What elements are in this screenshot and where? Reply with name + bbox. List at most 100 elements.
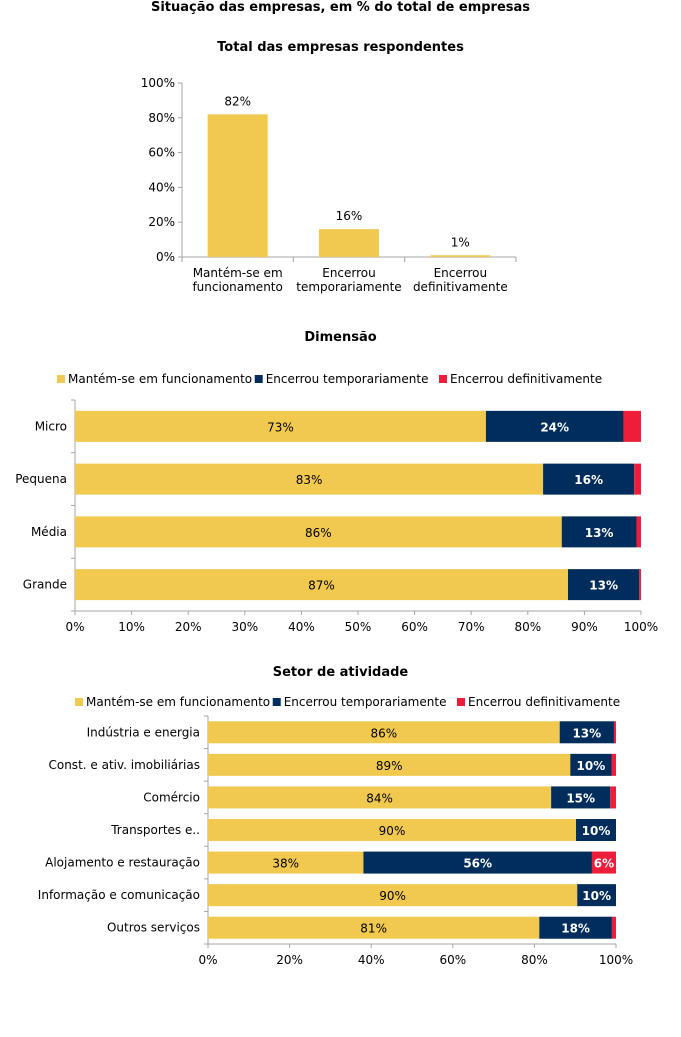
bar-data-label: 6%	[594, 857, 614, 871]
x-category-label: temporariamente	[296, 280, 401, 294]
category-label: Outros serviços	[107, 921, 200, 935]
x-category-label: Encerrou	[434, 266, 488, 280]
bar-segment	[611, 753, 616, 776]
chart-2-title: Dimensão	[304, 330, 377, 345]
x-tick-label: 50%	[345, 620, 372, 634]
x-tick-label: 0%	[198, 953, 217, 967]
bar-segment	[75, 516, 562, 548]
y-tick-label: 20%	[148, 215, 175, 229]
bar-data-label: 1%	[451, 235, 470, 249]
bar-data-label: 86%	[371, 726, 398, 740]
chart-1-title: Total das empresas respondentes	[217, 40, 464, 55]
legend-label: Encerrou definitivamente	[468, 695, 620, 709]
bar-segment	[208, 884, 578, 907]
bar-segment	[613, 721, 616, 744]
bar-segment	[208, 721, 560, 744]
legend-label: Encerrou temporariamente	[266, 372, 429, 386]
x-tick-label: 20%	[276, 953, 303, 967]
x-tick-label: 20%	[175, 620, 202, 634]
bar-data-label: 90%	[379, 824, 406, 838]
bar-data-label: 81%	[360, 922, 387, 936]
legend-swatch	[457, 698, 465, 706]
x-tick-label: 70%	[458, 620, 485, 634]
bar-data-label: 84%	[366, 791, 393, 805]
y-tick-label: 0%	[156, 250, 175, 264]
bar-segment	[561, 516, 637, 548]
x-tick-label: 0%	[65, 620, 84, 634]
bar-segment	[577, 884, 616, 907]
bar-segment	[208, 819, 577, 841]
bar-data-label: 13%	[585, 526, 614, 540]
x-category-label: funcionamento	[192, 280, 282, 294]
bar-segment	[567, 569, 640, 601]
bar-data-label: 24%	[540, 420, 569, 434]
bar-data-label: 10%	[582, 824, 611, 838]
bar-segment	[208, 916, 540, 939]
y-tick-label: 80%	[148, 111, 175, 125]
x-tick-label: 40%	[288, 620, 315, 634]
bar-data-label: 90%	[379, 889, 406, 903]
category-label: Alojamento e restauração	[45, 856, 200, 870]
page-title: Situação das empresas, em % do total de …	[150, 0, 531, 15]
bar	[430, 255, 491, 257]
legend-label: Mantém-se em funcionamento	[68, 372, 252, 386]
x-tick-label: 30%	[231, 620, 258, 634]
total-bar-chart: 0% 20% 40% 60% 80% 100% 82% Mantém-se emfuncion…	[141, 76, 517, 294]
bar	[207, 114, 268, 257]
bar-segment	[551, 786, 611, 809]
bar-data-label: 56%	[463, 857, 492, 871]
bar-segment	[576, 819, 616, 841]
legend-label: Encerrou temporariamente	[284, 695, 447, 709]
category-label: Transportes e..	[110, 823, 200, 837]
dimensao-stacked-chart: Mantém-se em funcionamento Encerrou tempo…	[15, 372, 658, 634]
bar-segment	[75, 569, 568, 601]
x-category-label: Encerrou	[322, 266, 376, 280]
bar-segment	[639, 569, 641, 601]
bar-data-label: 10%	[582, 889, 611, 903]
bar-data-label: 13%	[589, 579, 618, 593]
bar-segment	[570, 753, 612, 776]
bar-segment	[591, 851, 616, 874]
bar-segment	[208, 753, 571, 776]
category-label: Pequena	[15, 472, 67, 486]
x-category-label: definitivamente	[413, 280, 508, 294]
legend-swatch	[254, 375, 263, 383]
bar-segment	[543, 463, 635, 495]
bar-data-label: 15%	[566, 791, 595, 805]
bar-segment	[636, 516, 641, 548]
y-tick-label: 60%	[148, 146, 175, 160]
x-tick-label: 60%	[401, 620, 428, 634]
category-label: Informação e comunicação	[38, 888, 200, 902]
x-tick-label: 100%	[624, 620, 658, 634]
category-label: Comércio	[143, 790, 200, 804]
category-label: Const. e ativ. imobiliárias	[48, 758, 200, 772]
x-category-label: Mantém-se em	[193, 266, 283, 280]
x-tick-label: 90%	[571, 620, 598, 634]
bar-data-label: 16%	[336, 209, 363, 223]
bar-data-label: 13%	[572, 726, 601, 740]
x-tick-label: 80%	[521, 953, 548, 967]
x-tick-label: 60%	[439, 953, 466, 967]
x-tick-label: 80%	[514, 620, 541, 634]
bar-segment	[610, 786, 616, 809]
bar-data-label: 18%	[561, 922, 590, 936]
bar-segment	[634, 463, 641, 495]
bar-data-label: 87%	[308, 579, 335, 593]
bar-segment	[611, 916, 616, 939]
bar-data-label: 16%	[574, 473, 603, 487]
chart-3-title: Setor de atividade	[272, 665, 409, 680]
legend-swatch	[75, 698, 83, 706]
bar-data-label: 86%	[305, 526, 332, 540]
bar-data-label: 10%	[577, 759, 606, 773]
bar-data-label: 82%	[224, 94, 251, 108]
x-tick-label: 100%	[599, 953, 633, 967]
bar-segment	[363, 851, 592, 874]
bar-data-label: 38%	[272, 857, 299, 871]
bar-data-label: 89%	[376, 759, 403, 773]
category-label: Grande	[23, 578, 67, 592]
category-label: Micro	[35, 419, 67, 433]
bar-segment	[623, 410, 641, 442]
x-tick-label: 40%	[358, 953, 385, 967]
category-label: Indústria e energia	[87, 725, 200, 739]
